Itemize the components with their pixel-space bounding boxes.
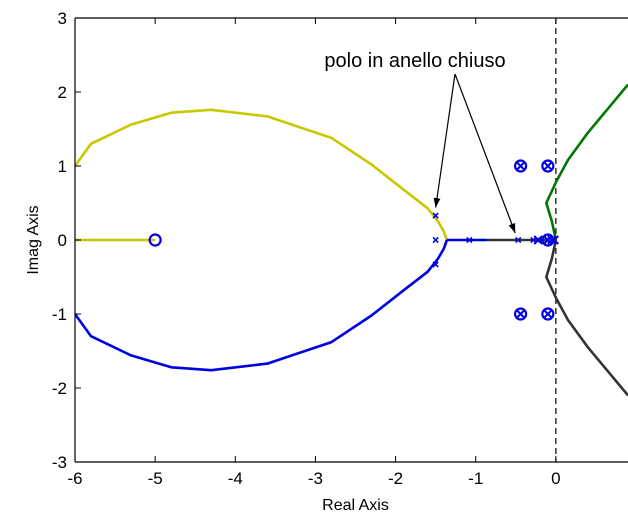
y-axis-label: Imag Axis [25, 205, 42, 274]
x-tick-label: -3 [308, 469, 323, 488]
x-tick-label: -1 [468, 469, 483, 488]
x-tick-label: -5 [148, 469, 163, 488]
y-tick-label: -1 [52, 305, 67, 324]
y-tick-label: 0 [58, 231, 67, 250]
y-tick-label: 1 [58, 157, 67, 176]
x-axis-label: Real Axis [322, 497, 389, 514]
y-tick-label: -2 [52, 379, 67, 398]
x-tick-label: -2 [388, 469, 403, 488]
y-tick-label: -3 [52, 453, 67, 472]
y-tick-label: 2 [58, 83, 67, 102]
y-tick-label: 3 [58, 9, 67, 28]
x-tick-label: 0 [551, 469, 560, 488]
x-tick-label: -4 [228, 469, 243, 488]
closed-loop-pole-annotation: polo in anello chiuso [324, 50, 505, 72]
x-tick-label: -6 [67, 469, 82, 488]
